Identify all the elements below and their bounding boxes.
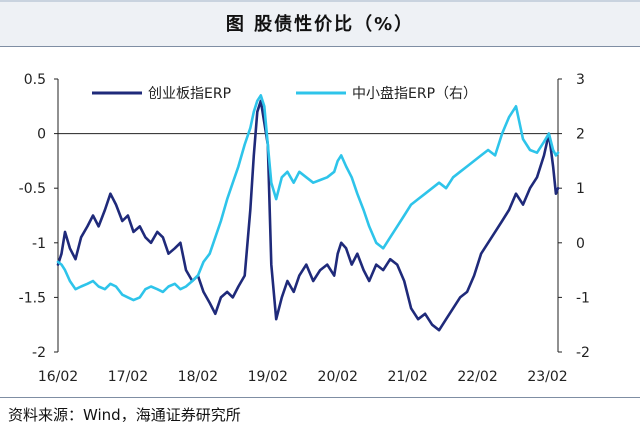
- right-tick-label: 3: [576, 72, 585, 88]
- x-tick-label: 22/02: [457, 369, 497, 385]
- right-tick-label: -2: [576, 345, 590, 361]
- chart-lines: [56, 94, 560, 332]
- chart-legend: 创业板指ERP 中小盘指ERP（右）: [92, 85, 477, 102]
- left-tick-label: 0: [37, 127, 46, 143]
- x-tick-label: 23/02: [527, 369, 567, 385]
- legend-label-zhongxiaopan: 中小盘指ERP（右）: [352, 85, 477, 102]
- title-divider: [0, 46, 640, 47]
- x-tick-label: 19/02: [248, 369, 288, 385]
- x-tick-label: 17/02: [108, 369, 148, 385]
- title-band: [0, 0, 640, 46]
- right-tick-label: 0: [576, 236, 585, 252]
- left-tick-label: -1.5: [19, 290, 46, 306]
- right-tick-label: 2: [576, 127, 585, 143]
- left-tick-label: 0.5: [24, 72, 46, 88]
- x-tick-label: 18/02: [178, 369, 218, 385]
- legend-label-chuangyeban: 创业板指ERP: [148, 86, 231, 102]
- series-line-zhongxiaopan: [56, 94, 560, 302]
- x-tick-label: 16/02: [38, 369, 78, 385]
- x-tick-label: 20/02: [318, 369, 358, 385]
- source-note: 资料来源：Wind，海通证券研究所: [8, 406, 241, 424]
- left-tick-label: -0.5: [19, 181, 46, 197]
- chart-title: 图 股债性价比（%）: [225, 14, 415, 35]
- right-tick-label: 1: [576, 181, 585, 197]
- left-tick-label: -2: [32, 345, 46, 361]
- chart-axes: 0.5 0 -0.5 -1 -1.5 -2 3 2 1 0 -1 -2 16/02 17/02 18/02 1…: [19, 72, 590, 385]
- source-divider: [0, 397, 640, 398]
- x-tick-label: 21/02: [387, 369, 427, 385]
- left-tick-label: -1: [32, 236, 46, 252]
- series-line-chuangyeban: [56, 99, 560, 332]
- right-tick-label: -1: [576, 290, 590, 306]
